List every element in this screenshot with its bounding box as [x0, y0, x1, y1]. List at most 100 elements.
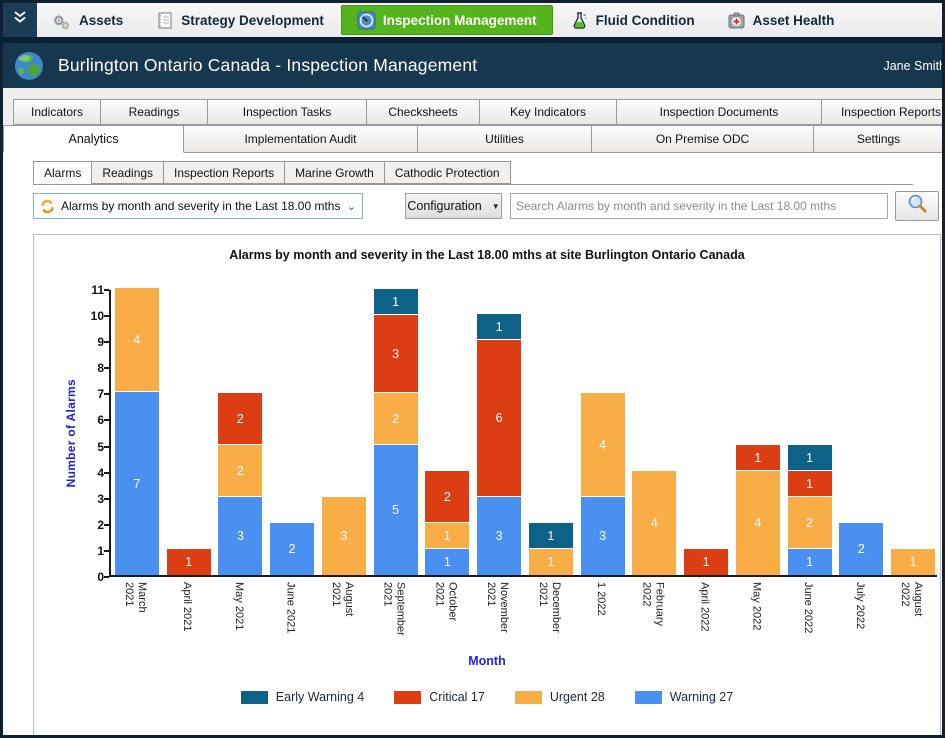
toolbar-item-label: Strategy Development [181, 12, 324, 28]
bar-segment-critical: 2 [218, 393, 263, 445]
document-icon [155, 11, 174, 30]
bar-segment-critical: 2 [425, 471, 470, 523]
y-tick-label: 8 [97, 361, 104, 376]
y-tick-mark [104, 315, 109, 318]
subtab-readings[interactable]: Readings [91, 161, 165, 184]
globe-icon [14, 51, 44, 81]
query-dropdown[interactable]: Alarms by month and severity in the Last… [33, 193, 363, 219]
tab-implementation-audit[interactable]: Implementation Audit [183, 125, 418, 153]
bar-segment-critical: 1 [787, 471, 832, 497]
y-tick-mark [104, 471, 109, 474]
y-tick-mark [104, 289, 109, 291]
svg-text:⚙: ⚙ [61, 21, 70, 30]
tab-key-indicators[interactable]: Key Indicators [479, 99, 617, 125]
bar-segment-warning: 5 [373, 445, 418, 575]
x-label-february-2022: February 2022 [640, 582, 666, 627]
y-tick-label: 10 [90, 309, 104, 324]
tab-indicators[interactable]: Indicators [13, 99, 101, 125]
bar-segment-urgent: 4 [735, 471, 780, 575]
toolbar-item-label: Inspection Management [382, 12, 537, 28]
bar-segment-urgent: 2 [787, 497, 832, 549]
x-label-august-2022: August 2022 [899, 582, 925, 617]
bar-segment-warning: 1 [425, 549, 470, 575]
bar-segment-urgent: 2 [373, 393, 418, 445]
bar-segment-urgent: 1 [425, 523, 470, 549]
y-tick-mark [104, 393, 109, 396]
bar-april-2022: 1 [684, 549, 729, 575]
legend-item-warning-27: Warning 27 [634, 690, 734, 704]
y-tick-mark [104, 341, 109, 344]
toolbar-item-label: Fluid Condition [595, 12, 695, 28]
chart-title: Alarms by month and severity in the Last… [229, 248, 745, 262]
bar-segment-warning: 2 [270, 523, 315, 575]
flask-icon [570, 11, 589, 30]
legend-swatch [394, 690, 422, 704]
subtab-marine-growth[interactable]: Marine Growth [284, 161, 385, 184]
search-input[interactable] [510, 193, 888, 219]
x-label-october-2021: October 2021 [433, 582, 459, 622]
toolbar-divider [3, 37, 942, 43]
y-axis-title: Number of Alarms [64, 379, 78, 488]
tab-inspection-reports[interactable]: Inspection Reports [821, 99, 942, 125]
y-tick-mark [104, 549, 109, 552]
x-label-may-2022: May 2022 [750, 582, 763, 631]
legend-label: Warning 27 [669, 690, 734, 704]
y-tick-label: 6 [97, 413, 104, 428]
y-tick-label: 4 [97, 465, 104, 480]
dropdown-arrow-icon: ▼ [491, 201, 500, 211]
y-tick-mark [104, 445, 109, 448]
search-button[interactable] [895, 191, 939, 221]
legend-item-urgent-28: Urgent 28 [514, 690, 605, 704]
toolbar-item-inspection-management[interactable]: Inspection Management [340, 5, 553, 35]
legend-label: Critical 17 [429, 690, 485, 704]
bar-june-2021: 2 [270, 523, 315, 575]
toolbar-item-strategy-development[interactable]: Strategy Development [140, 5, 339, 35]
search-icon [907, 193, 928, 219]
subtab-inspection-reports[interactable]: Inspection Reports [163, 161, 286, 184]
svg-text:⚙: ⚙ [53, 13, 65, 28]
bar-segment-critical: 1 [735, 445, 780, 471]
x-label-march-2021: March 2021 [122, 582, 148, 613]
bar-segment-critical: 3 [373, 315, 418, 393]
configuration-button[interactable]: Configuration ▼ [405, 193, 502, 219]
toolbar-item-assets[interactable]: ⚙ ⚙ Assets [38, 5, 138, 35]
tab-readings[interactable]: Readings [100, 99, 208, 125]
subtab-alarms[interactable]: Alarms [33, 161, 93, 184]
y-tick-mark [104, 497, 109, 500]
tab-on-premise-odc[interactable]: On Premise ODC [591, 125, 814, 153]
bar-segment-warning: 3 [580, 497, 625, 575]
toolbar-item-label: Assets [79, 12, 124, 28]
bar-february-2022: 4 [632, 471, 677, 575]
query-dropdown-value: Alarms by month and severity in the Last… [61, 199, 341, 213]
legend-label: Early Warning 4 [275, 690, 365, 704]
legend-label: Urgent 28 [549, 690, 605, 704]
legend-swatch [240, 690, 268, 704]
tab-inspection-documents[interactable]: Inspection Documents [616, 99, 822, 125]
toolbar-item-asset-health[interactable]: Asset Health [712, 5, 850, 35]
y-tick-label: 1 [97, 543, 104, 558]
collapse-toolbar-button[interactable] [3, 3, 37, 37]
tab-checksheets[interactable]: Checksheets [366, 99, 480, 125]
tab-utilities[interactable]: Utilities [417, 125, 592, 153]
tab-settings[interactable]: Settings [813, 125, 942, 153]
bar-segment-warning: 2 [839, 523, 884, 575]
y-tick-mark [104, 367, 109, 370]
x-label-1-2022: 1 2022 [595, 582, 608, 616]
subtab-row: Alarms Readings Inspection Reports Marine G… [33, 161, 913, 185]
tab-inspection-tasks[interactable]: Inspection Tasks [207, 99, 367, 125]
x-label-june-2021: June 2021 [284, 582, 297, 634]
toolbar-item-fluid-condition[interactable]: Fluid Condition [555, 5, 710, 35]
x-label-april-2022: April 2022 [698, 582, 711, 632]
x-label-december-2021: December 2021 [536, 582, 562, 633]
toolbar-item-label: Asset Health [752, 12, 835, 28]
gears-icon: ⚙ ⚙ [53, 11, 72, 30]
tab-analytics[interactable]: Analytics [3, 125, 184, 153]
bar-april-2021: 1 [166, 549, 211, 575]
gauge-icon [357, 11, 376, 30]
bar-segment-urgent: 2 [218, 445, 263, 497]
x-label-may-2021: May 2021 [232, 582, 245, 631]
subtab-cathodic-protection[interactable]: Cathodic Protection [383, 161, 511, 184]
